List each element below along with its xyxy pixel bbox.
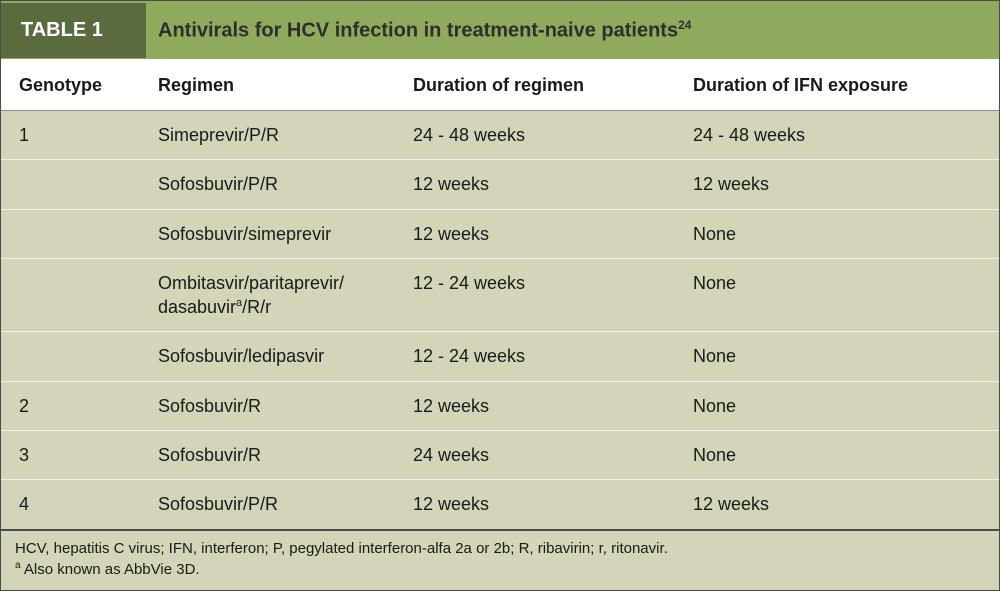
cell-regimen: Sofosbuvir/simeprevir — [146, 210, 401, 258]
table-row: 4 Sofosbuvir/P/R 12 weeks 12 weeks — [1, 480, 999, 528]
cell-duration: 12 weeks — [401, 382, 681, 430]
table-row: Sofosbuvir/simeprevir 12 weeks None — [1, 210, 999, 259]
regimen-tail: /R/r — [242, 297, 271, 317]
cell-ifn: 24 - 48 weeks — [681, 111, 999, 159]
cell-duration: 12 weeks — [401, 210, 681, 258]
cell-ifn: None — [681, 382, 999, 430]
cell-regimen: Sofosbuvir/P/R — [146, 480, 401, 528]
col-header-ifn: Duration of IFN exposure — [681, 59, 999, 110]
cell-genotype — [1, 210, 146, 258]
cell-genotype: 2 — [1, 382, 146, 430]
cell-regimen: Ombitasvir/paritaprevir/dasabuvira/R/r — [146, 259, 401, 332]
col-header-genotype: Genotype — [1, 59, 146, 110]
cell-regimen: Sofosbuvir/P/R — [146, 160, 401, 208]
cell-regimen: Sofosbuvir/R — [146, 382, 401, 430]
table-label: TABLE 1 — [1, 3, 146, 58]
footnote-a-text: Also known as AbbVie 3D. — [21, 561, 200, 578]
cell-regimen: Sofosbuvir/ledipasvir — [146, 332, 401, 380]
table-row: Sofosbuvir/ledipasvir 12 - 24 weeks None — [1, 332, 999, 381]
cell-duration: 24 - 48 weeks — [401, 111, 681, 159]
cell-ifn: 12 weeks — [681, 480, 999, 528]
table-row: Ombitasvir/paritaprevir/dasabuvira/R/r 1… — [1, 259, 999, 333]
cell-duration: 12 - 24 weeks — [401, 259, 681, 332]
cell-genotype — [1, 332, 146, 380]
column-header-row: Genotype Regimen Duration of regimen Dur… — [1, 59, 999, 111]
cell-genotype — [1, 259, 146, 332]
cell-duration: 12 weeks — [401, 480, 681, 528]
cell-ifn: None — [681, 259, 999, 332]
cell-ifn: None — [681, 431, 999, 479]
col-header-duration: Duration of regimen — [401, 59, 681, 110]
table-title: Antivirals for HCV infection in treatmen… — [146, 2, 999, 59]
table-row: 1 Simeprevir/P/R 24 - 48 weeks 24 - 48 w… — [1, 111, 999, 160]
table-title-row: TABLE 1 Antivirals for HCV infection in … — [1, 1, 999, 59]
table-body: 1 Simeprevir/P/R 24 - 48 weeks 24 - 48 w… — [1, 111, 999, 529]
cell-duration: 12 weeks — [401, 160, 681, 208]
table-title-text: Antivirals for HCV infection in treatmen… — [158, 19, 678, 41]
footnote-a: a Also known as AbbVie 3D. — [15, 559, 985, 580]
table-1: TABLE 1 Antivirals for HCV infection in … — [0, 0, 1000, 591]
cell-regimen: Simeprevir/P/R — [146, 111, 401, 159]
table-row: Sofosbuvir/P/R 12 weeks 12 weeks — [1, 160, 999, 209]
cell-genotype: 3 — [1, 431, 146, 479]
col-header-regimen: Regimen — [146, 59, 401, 110]
table-title-ref: 24 — [678, 18, 691, 32]
cell-regimen: Sofosbuvir/R — [146, 431, 401, 479]
footnote-abbrev: HCV, hepatitis C virus; IFN, interferon;… — [15, 539, 985, 559]
cell-ifn: None — [681, 210, 999, 258]
cell-genotype — [1, 160, 146, 208]
cell-duration: 24 weeks — [401, 431, 681, 479]
cell-ifn: None — [681, 332, 999, 380]
table-row: 3 Sofosbuvir/R 24 weeks None — [1, 431, 999, 480]
cell-duration: 12 - 24 weeks — [401, 332, 681, 380]
table-footnotes: HCV, hepatitis C virus; IFN, interferon;… — [1, 529, 999, 591]
cell-genotype: 1 — [1, 111, 146, 159]
cell-genotype: 4 — [1, 480, 146, 528]
table-row: 2 Sofosbuvir/R 12 weeks None — [1, 382, 999, 431]
cell-ifn: 12 weeks — [681, 160, 999, 208]
